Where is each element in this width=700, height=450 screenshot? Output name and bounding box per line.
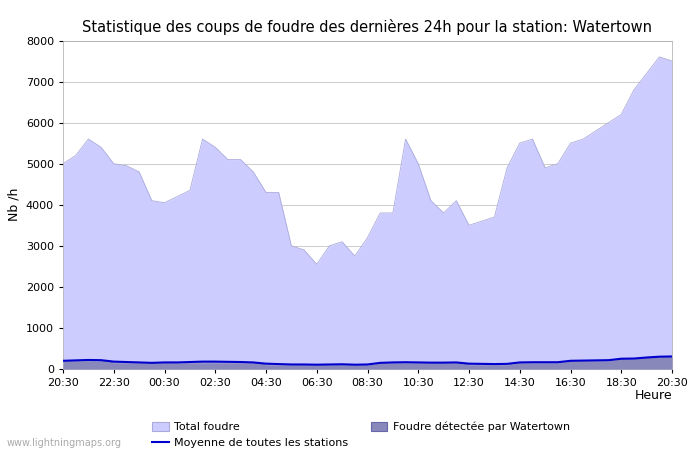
Y-axis label: Nb /h: Nb /h — [7, 188, 20, 221]
Text: www.lightningmaps.org: www.lightningmaps.org — [7, 438, 122, 448]
Title: Statistique des coups de foudre des dernières 24h pour la station: Watertown: Statistique des coups de foudre des dern… — [83, 19, 652, 35]
Legend: Total foudre, Moyenne de toutes les stations, Foudre détectée par Watertown: Total foudre, Moyenne de toutes les stat… — [148, 417, 575, 450]
Text: Heure: Heure — [634, 389, 672, 402]
